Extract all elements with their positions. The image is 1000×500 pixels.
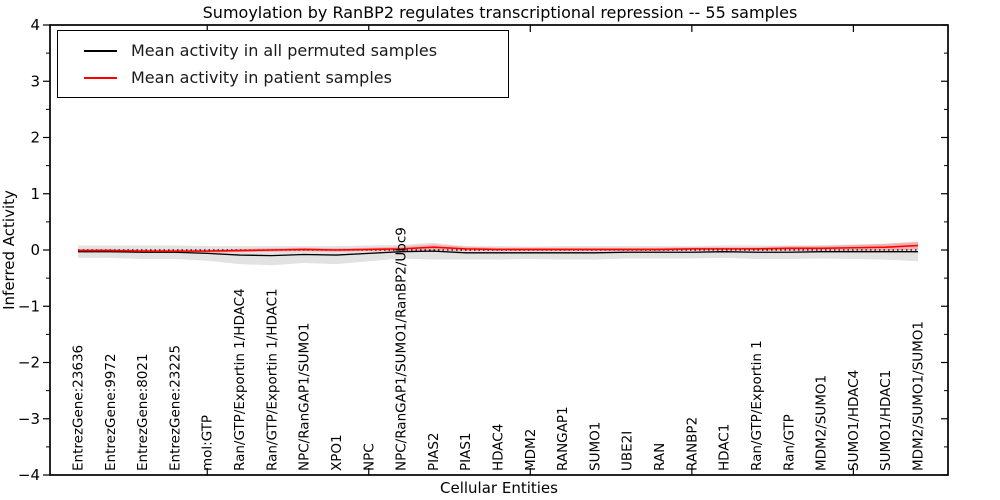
x-tick-label: EntrezGene:23225 <box>167 345 183 471</box>
x-tick-label: PIAS2 <box>426 432 442 471</box>
x-tick-label: NPC <box>361 443 377 471</box>
x-tick-label: HDAC4 <box>491 424 507 471</box>
x-tick-label: PIAS1 <box>458 432 474 471</box>
x-axis-title: Cellular Entities <box>440 479 558 497</box>
x-tick-label: RANGAP1 <box>555 406 571 471</box>
x-tick-label: Ran/GTP/Exportin 1 <box>749 340 765 471</box>
y-tick-label: 3 <box>30 72 40 90</box>
x-tick-label: MDM2 <box>523 429 539 471</box>
x-tick-label: HDAC1 <box>717 424 733 471</box>
y-tick-label: 0 <box>30 241 40 259</box>
y-tick-label: 4 <box>30 16 40 34</box>
legend: Mean activity in all permuted samples Me… <box>57 30 509 98</box>
x-tick-label: MDM2/SUMO1 <box>814 375 830 471</box>
y-tick-label: −3 <box>18 410 40 428</box>
x-tick-label: RAN <box>652 443 668 471</box>
legend-label-patient: Mean activity in patient samples <box>131 68 392 87</box>
x-tick-label: Ran/GTP/Exportin 1/HDAC4 <box>232 288 248 471</box>
x-tick-label: SUMO1 <box>587 422 603 471</box>
chart-title: Sumoylation by RanBP2 regulates transcri… <box>202 3 798 22</box>
x-tick-label: EntrezGene:9972 <box>103 353 119 471</box>
patient-mean-line <box>78 244 919 252</box>
legend-item-patient: Mean activity in patient samples <box>58 68 508 87</box>
legend-label-permuted: Mean activity in all permuted samples <box>131 41 438 60</box>
x-tick-label: UBE2I <box>620 431 636 471</box>
x-tick-label: MDM2/SUMO1/SUMO1 <box>911 321 927 471</box>
y-tick-label: 2 <box>30 129 40 147</box>
legend-item-permuted: Mean activity in all permuted samples <box>58 41 508 60</box>
x-tick-label: EntrezGene:23636 <box>71 345 87 471</box>
x-tick-label: NPC/RanGAP1/SUMO1 <box>297 323 313 471</box>
x-tick-label: RANBP2 <box>684 417 700 471</box>
x-tick-label: EntrezGene:8021 <box>135 353 151 471</box>
x-tick-label: XPO1 <box>329 434 345 471</box>
patient-line-swatch <box>84 76 117 79</box>
permuted-line-swatch <box>84 49 117 52</box>
axes-spines <box>49 24 949 476</box>
x-tick-label: SUMO1/HDAC1 <box>878 370 894 471</box>
x-tick-label: NPC/RanGAP1/SUMO1/RanBP2/Ubc9 <box>394 227 410 471</box>
y-tick-label: 1 <box>30 185 40 203</box>
y-tick-label: −1 <box>18 297 40 315</box>
y-tick-label: −2 <box>18 354 40 372</box>
x-tick-label: mol:GTP <box>200 415 216 471</box>
y-axis-title: Inferred Activity <box>0 190 18 310</box>
permuted-mean-line <box>78 250 918 257</box>
x-tick-label: Ran/GTP <box>781 414 797 471</box>
y-tick-label: −4 <box>18 466 40 484</box>
x-tick-label: Ran/GTP/Exportin 1/HDAC1 <box>264 288 280 471</box>
x-tick-label: SUMO1/HDAC4 <box>846 370 862 471</box>
